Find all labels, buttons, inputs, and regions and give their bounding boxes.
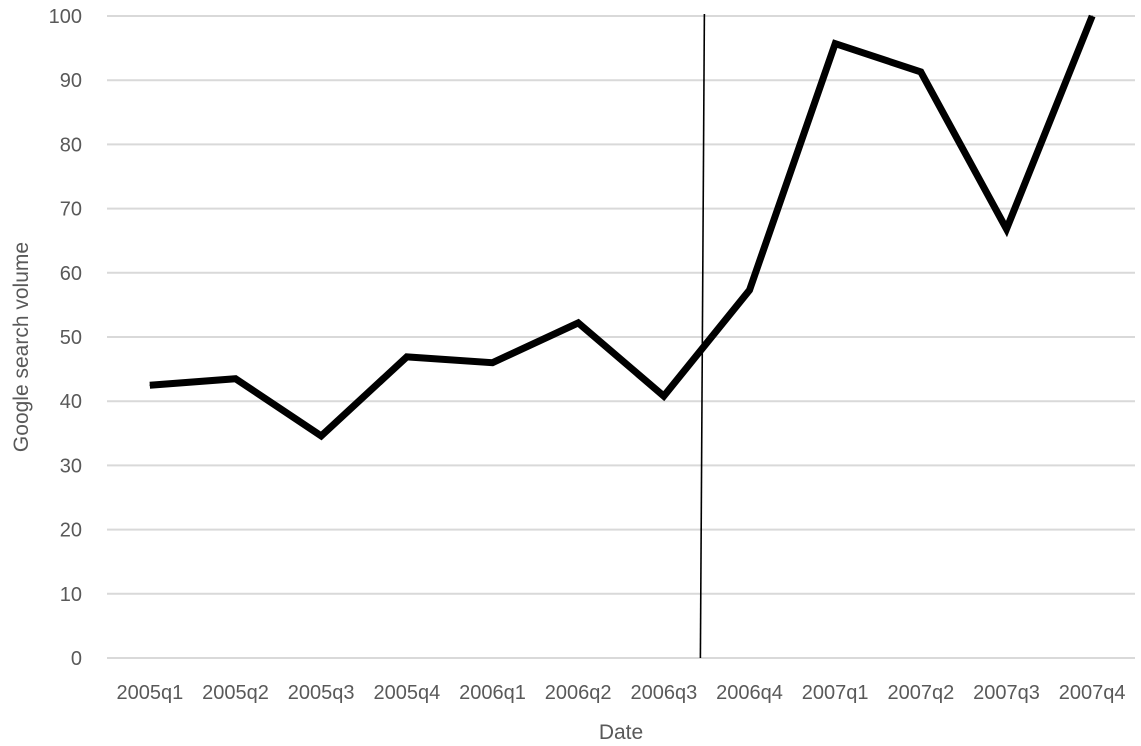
y-tick-label: 100 <box>49 6 82 28</box>
y-tick-label: 30 <box>60 455 82 477</box>
x-tick-label: 2005q1 <box>116 682 183 704</box>
data-point <box>492 362 493 364</box>
data-point <box>834 43 836 45</box>
x-tick-label: 2005q4 <box>373 682 440 704</box>
data-point <box>749 289 750 291</box>
y-tick-label: 0 <box>71 648 82 670</box>
series-line-0 <box>149 14 1096 441</box>
y-tick-label: 90 <box>60 70 82 92</box>
data-point <box>235 378 236 380</box>
y-tick-label: 70 <box>60 199 82 221</box>
x-tick-label: 2006q4 <box>716 682 783 704</box>
series-layer <box>149 14 1096 441</box>
y-axis-title: Google search volume <box>10 242 33 452</box>
x-axis-ticks: 2005q1 2005q2 2005q3 2005q4 2006q1 2006q2 2006… <box>116 682 1125 704</box>
grid-layer <box>107 15 1135 659</box>
data-point <box>1091 15 1093 17</box>
x-tick-label: 2007q1 <box>802 682 869 704</box>
vertical-marker-layer <box>699 13 706 659</box>
y-tick-label: 60 <box>60 263 82 285</box>
x-axis-title: Date <box>599 721 643 744</box>
x-tick-label: 2007q4 <box>1059 682 1126 704</box>
x-tick-label: 2005q3 <box>288 682 355 704</box>
data-point <box>149 384 151 386</box>
data-point <box>663 395 665 397</box>
y-tick-label: 10 <box>60 584 82 606</box>
x-tick-label: 2006q2 <box>545 682 612 704</box>
data-point <box>406 356 408 358</box>
data-point <box>1006 228 1007 230</box>
y-axis-ticks: 0 10 20 30 40 50 60 70 80 90 100 <box>49 6 82 670</box>
x-tick-label: 2006q3 <box>630 682 697 704</box>
data-point <box>920 71 922 73</box>
x-tick-label: 2006q1 <box>459 682 526 704</box>
y-tick-label: 20 <box>60 520 82 542</box>
vertical-marker-line <box>699 13 706 659</box>
y-tick-label: 80 <box>60 134 82 156</box>
x-tick-label: 2007q2 <box>887 682 954 704</box>
x-tick-label: 2005q2 <box>202 682 269 704</box>
data-point <box>577 322 579 324</box>
data-point <box>320 435 322 437</box>
y-tick-label: 50 <box>60 327 82 349</box>
x-tick-label: 2007q3 <box>973 682 1040 704</box>
y-tick-label: 40 <box>60 391 82 413</box>
